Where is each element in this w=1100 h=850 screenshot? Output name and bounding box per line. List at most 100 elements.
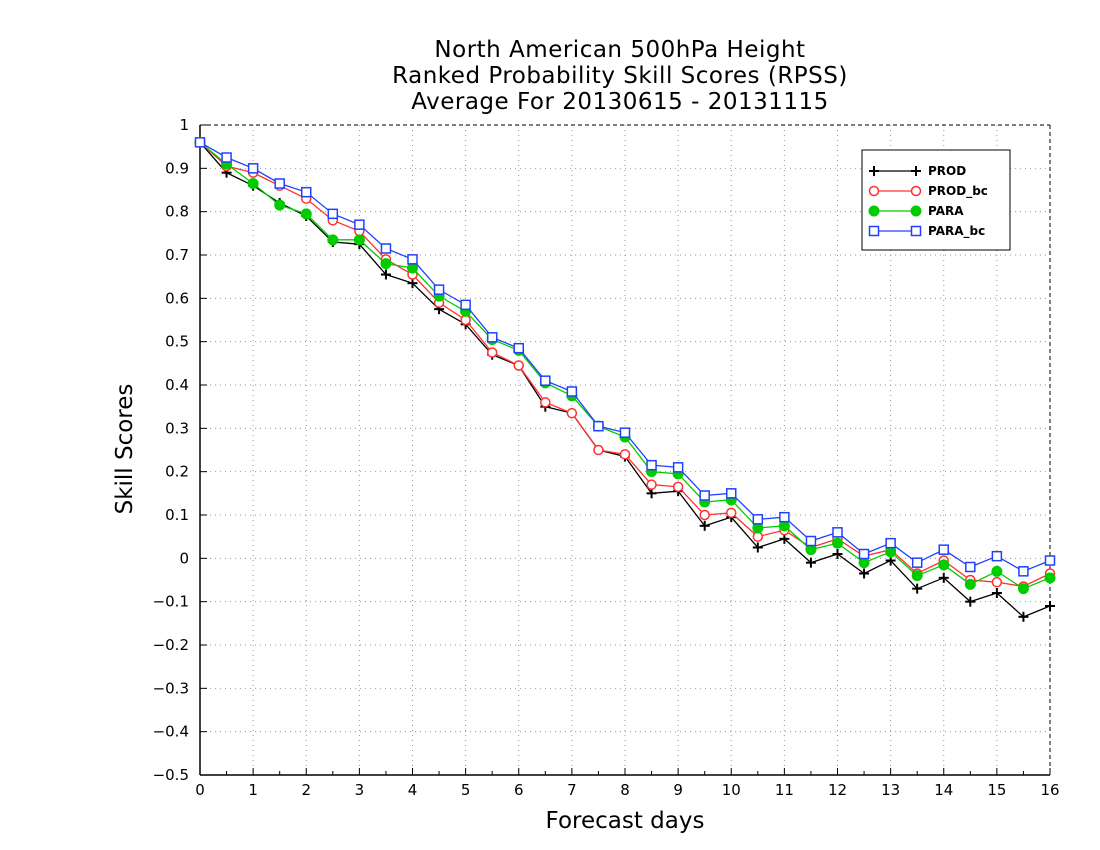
x-tick-label: 5	[461, 781, 471, 799]
open-square-marker	[566, 386, 578, 397]
x-tick-label: 1	[248, 781, 258, 799]
filled-circle-marker	[300, 208, 312, 220]
x-tick-label: 10	[722, 781, 741, 799]
x-tick-label: 2	[301, 781, 311, 799]
open-circle-marker	[646, 479, 657, 490]
y-tick-label: 0.6	[165, 289, 189, 307]
legend-label: PARA_bc	[928, 224, 985, 239]
filled-circle-marker	[274, 199, 286, 211]
open-square-marker	[910, 225, 922, 237]
open-square-marker	[274, 178, 285, 189]
open-square-marker	[433, 284, 445, 295]
open-square-marker	[911, 557, 923, 568]
open-square-marker	[752, 514, 764, 525]
open-circle-marker	[672, 481, 684, 493]
filled-circle-marker	[911, 570, 923, 582]
open-square-marker	[672, 462, 684, 473]
series-group	[194, 136, 1056, 622]
open-square-marker	[460, 299, 471, 311]
open-circle-marker	[566, 407, 578, 419]
open-square-marker	[1044, 555, 1056, 566]
plus-marker	[646, 488, 657, 499]
open-circle-marker	[868, 185, 880, 197]
y-tick-label: −0.5	[153, 766, 189, 784]
plus-marker	[965, 596, 976, 607]
open-circle-marker	[460, 314, 471, 326]
x-tick-label: 9	[673, 781, 683, 799]
y-tick-label: 0.3	[165, 419, 189, 437]
x-tick-label: 15	[987, 781, 1006, 799]
axes: 0 1 2 3 4 5 6 7 8 9 10 11 12 13 14 15 16−0.5−0.4−0.3−0.2…	[153, 116, 1060, 799]
open-square-marker	[858, 548, 870, 560]
open-circle-marker	[593, 444, 604, 456]
open-square-marker	[699, 490, 710, 501]
plus-marker	[832, 549, 843, 559]
x-tick-label: 3	[355, 781, 365, 799]
filled-circle-marker	[910, 205, 922, 217]
plus-marker	[779, 533, 790, 544]
x-tick-label: 16	[1040, 781, 1059, 799]
open-square-marker	[868, 225, 880, 237]
plus-marker	[991, 588, 1002, 598]
filled-circle-marker	[868, 205, 880, 217]
open-square-marker	[832, 527, 843, 538]
open-square-marker	[619, 427, 631, 438]
x-tick-label: 13	[881, 781, 900, 799]
plus-marker	[869, 166, 879, 176]
x-tick-label: 14	[934, 781, 953, 799]
filled-circle-marker	[247, 178, 259, 189]
open-square-marker	[805, 535, 817, 547]
chart-title-line-3: Average For 20130615 - 20131115	[411, 89, 829, 115]
plus-marker	[912, 583, 923, 594]
x-tick-label: 12	[828, 781, 847, 799]
open-square-marker	[221, 152, 232, 163]
filled-circle-marker	[353, 234, 365, 246]
y-tick-label: 0.1	[165, 506, 189, 524]
filled-circle-marker	[1017, 583, 1029, 595]
legend-entry: PARA_bc	[868, 224, 985, 239]
open-square-marker	[513, 342, 524, 354]
open-square-marker	[247, 163, 259, 174]
plus-marker	[859, 568, 870, 579]
legend-label: PROD	[928, 164, 966, 178]
open-circle-marker	[752, 531, 764, 542]
plus-marker	[1045, 601, 1055, 611]
x-tick-label: 8	[620, 781, 630, 799]
open-square-marker	[301, 186, 312, 198]
open-circle-marker	[540, 397, 551, 408]
y-tick-label: 0	[179, 549, 189, 567]
open-circle-marker	[910, 185, 922, 197]
x-tick-label: 6	[514, 781, 524, 799]
y-tick-label: −0.4	[153, 723, 189, 741]
open-circle-marker	[486, 347, 498, 358]
filled-circle-marker	[832, 537, 843, 549]
chart-title-line-2: Ranked Probability Skill Scores (RPSS)	[392, 63, 848, 89]
open-circle-marker	[726, 507, 737, 519]
y-tick-label: 0.9	[165, 159, 189, 177]
open-square-marker	[646, 459, 657, 471]
legend-entry: PARA	[868, 204, 964, 218]
plus-marker	[407, 278, 418, 289]
y-axis-label: Skill Scores	[112, 383, 138, 515]
y-tick-label: −0.2	[153, 636, 189, 654]
x-tick-label: 0	[195, 781, 205, 799]
y-tick-label: 0.4	[165, 376, 189, 394]
open-square-marker	[327, 208, 339, 220]
open-square-marker	[540, 375, 551, 386]
y-tick-label: 0.5	[165, 333, 189, 351]
open-square-marker	[194, 137, 206, 148]
open-square-marker	[726, 488, 737, 499]
x-axis-label: Forecast days	[545, 808, 705, 834]
open-circle-marker	[699, 509, 710, 521]
y-tick-label: −0.3	[153, 679, 189, 697]
plus-marker	[805, 557, 816, 568]
y-tick-label: 1	[179, 116, 189, 134]
chart-title-line-1: North American 500hPa Height	[434, 37, 806, 63]
y-tick-label: 0.2	[165, 463, 189, 481]
open-circle-marker	[513, 360, 524, 371]
x-tick-label: 4	[408, 781, 418, 799]
open-square-marker	[407, 254, 418, 265]
series-para-bc	[194, 137, 1056, 577]
plus-marker	[938, 572, 949, 583]
